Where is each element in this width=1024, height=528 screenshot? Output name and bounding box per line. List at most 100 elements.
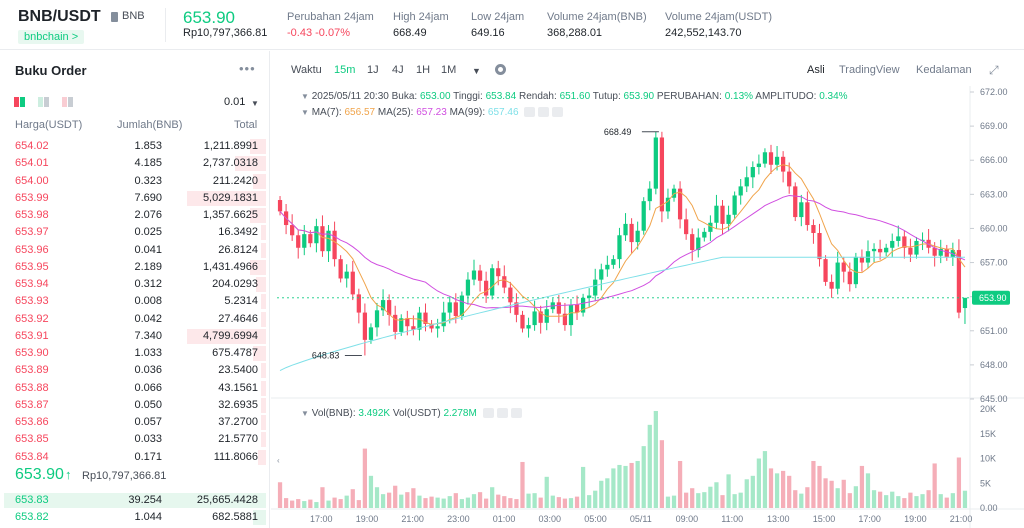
volume-bar <box>871 490 877 508</box>
interval-4j[interactable]: 4J <box>392 64 404 76</box>
settings-icon[interactable] <box>496 408 508 419</box>
volume-bar <box>374 487 380 508</box>
settings-icon[interactable] <box>538 107 550 118</box>
volume-bar <box>884 495 889 508</box>
ask-row[interactable]: 653.87 0.050 32.6935 <box>0 397 269 414</box>
more-options-icon[interactable]: ••• <box>239 61 256 76</box>
ask-row[interactable]: 653.89 0.036 23.5400 <box>0 362 269 379</box>
view-tab-tradingview[interactable]: TradingView <box>839 64 900 76</box>
interval-1h[interactable]: 1H <box>416 64 431 76</box>
close-icon[interactable] <box>552 107 564 118</box>
interval-1j[interactable]: 1J <box>367 64 379 76</box>
stat-label: Volume 24jam(USDT) <box>665 11 772 23</box>
row-amount: 0.057 <box>134 416 162 428</box>
candlestick-chart[interactable]: 672.00669.00666.00663.00660.00657.00654.… <box>271 51 1024 528</box>
depth-bar <box>250 139 266 154</box>
interval-15m[interactable]: 15m <box>334 64 356 76</box>
fullscreen-icon[interactable]: ⤢ <box>989 63 999 77</box>
ticker-bar: BNB/USDT BNB bnbchain > 653.90 Rp10,797,… <box>0 0 1024 50</box>
divider <box>165 8 166 42</box>
candle-body <box>774 156 780 165</box>
ask-row[interactable]: 653.85 0.033 21.5770 <box>0 431 269 448</box>
ask-row[interactable]: 653.94 0.312 204.0293 <box>0 276 269 293</box>
ask-row[interactable]: 653.99 7.690 5,029.1831 <box>0 190 269 207</box>
ask-row[interactable]: 653.88 0.066 43.1561 <box>0 380 269 397</box>
time-label[interactable]: Waktu <box>291 64 322 76</box>
view-tab-depth[interactable]: Kedalaman <box>916 64 972 76</box>
chevron-down-icon[interactable]: ▼ <box>251 99 259 108</box>
row-total: 32.6935 <box>218 398 258 411</box>
row-total: 16.3492 <box>218 226 258 239</box>
view-bids-icon[interactable] <box>38 97 49 107</box>
ma-legend: ▼ MA(7): 656.57 MA(25): 657.23 MA(99): 6… <box>301 107 564 118</box>
ask-row[interactable]: 654.01 4.185 2,737.0318 <box>0 155 269 172</box>
chain-tag[interactable]: bnbchain > <box>18 30 85 44</box>
ask-row[interactable]: 654.00 0.323 211.2420 <box>0 173 269 190</box>
candle-body <box>884 247 889 253</box>
volume-bar <box>817 465 822 508</box>
gear-icon[interactable] <box>495 64 506 75</box>
interval-more-caret-icon[interactable]: ▼ <box>472 66 481 76</box>
row-total: 682.5881 <box>212 511 258 524</box>
last-price-fiat: Rp10,797,366.81 <box>183 27 268 39</box>
ask-row[interactable]: 653.86 0.057 37.2700 <box>0 414 269 431</box>
volume-bar <box>314 502 319 508</box>
candle-body <box>502 276 507 288</box>
view-tab-original[interactable]: Asli <box>807 64 825 76</box>
row-amount: 0.171 <box>134 450 162 463</box>
row-amount: 0.008 <box>134 295 162 308</box>
bid-row[interactable]: 653.82 1.044 682.5881 <box>0 509 269 526</box>
row-total: 1,211.8991 <box>203 140 258 152</box>
collapse-caret-icon[interactable]: ▼ <box>301 108 309 117</box>
candle-body <box>641 201 646 231</box>
depth-bar <box>235 156 266 172</box>
ask-row[interactable]: 653.92 0.042 27.4646 <box>0 311 269 328</box>
low-marker-label: 648.83 <box>312 350 340 360</box>
candle-body <box>696 237 701 251</box>
ask-row[interactable]: 653.95 2.189 1,431.4966 <box>0 259 269 276</box>
bookmark-icon[interactable] <box>111 12 118 22</box>
y-tick-label: 666.00 <box>980 155 1008 165</box>
volume-tick-label: 20K <box>980 404 996 414</box>
volume-bar <box>617 464 622 508</box>
ask-row[interactable]: 653.98 2.076 1,357.6625 <box>0 207 269 224</box>
volume-bar <box>635 460 640 508</box>
volume-bar <box>568 498 574 508</box>
ask-row[interactable]: 653.91 7.340 4,799.6994 <box>0 328 269 345</box>
candle-body <box>847 271 852 285</box>
row-price: 653.96 <box>15 243 49 256</box>
candle-body <box>956 250 962 313</box>
volume-bar <box>544 476 549 508</box>
candle-body <box>520 314 525 329</box>
candle-body <box>580 297 586 313</box>
row-amount: 1.033 <box>134 347 162 359</box>
bid-row[interactable]: 653.83 39.254 25,665.4428 <box>0 492 269 509</box>
close-icon[interactable] <box>510 408 522 419</box>
candle-body <box>714 205 719 223</box>
eye-icon[interactable] <box>482 408 494 419</box>
ask-row[interactable]: 653.84 0.171 111.8066 <box>0 449 269 466</box>
row-price: 653.90 <box>15 347 49 359</box>
row-amount: 0.312 <box>134 278 162 290</box>
volume-bar <box>877 491 883 508</box>
volume-bar <box>611 468 616 508</box>
ask-row[interactable]: 653.93 0.008 5.2314 <box>0 293 269 310</box>
volume-bar <box>853 486 858 508</box>
ask-row[interactable]: 653.96 0.041 26.8124 <box>0 242 269 259</box>
depth-bar <box>261 397 266 413</box>
collapse-caret-icon[interactable]: ▼ <box>301 409 309 418</box>
eye-icon[interactable] <box>524 107 536 118</box>
ask-row[interactable]: 653.97 0.025 16.3492 <box>0 224 269 241</box>
symbol-title[interactable]: BNB/USDT <box>18 8 101 25</box>
ask-row[interactable]: 653.90 1.033 675.4787 <box>0 345 269 362</box>
precision-select[interactable]: 0.01 <box>224 96 246 108</box>
view-asks-icon[interactable] <box>62 97 73 107</box>
ohlc-legend: ▼ 2025/05/11 20:30 Buka: 653.00 Tinggi: … <box>301 91 848 102</box>
view-both-icon[interactable] <box>14 97 25 107</box>
collapse-caret-icon[interactable]: ▼ <box>301 92 309 101</box>
interval-1m[interactable]: 1M <box>441 64 457 76</box>
volume-bar <box>387 492 392 508</box>
ask-row[interactable]: 654.02 1.853 1,211.8991 <box>0 138 269 155</box>
row-amount: 7.690 <box>134 191 162 204</box>
volume-bar <box>702 492 707 508</box>
